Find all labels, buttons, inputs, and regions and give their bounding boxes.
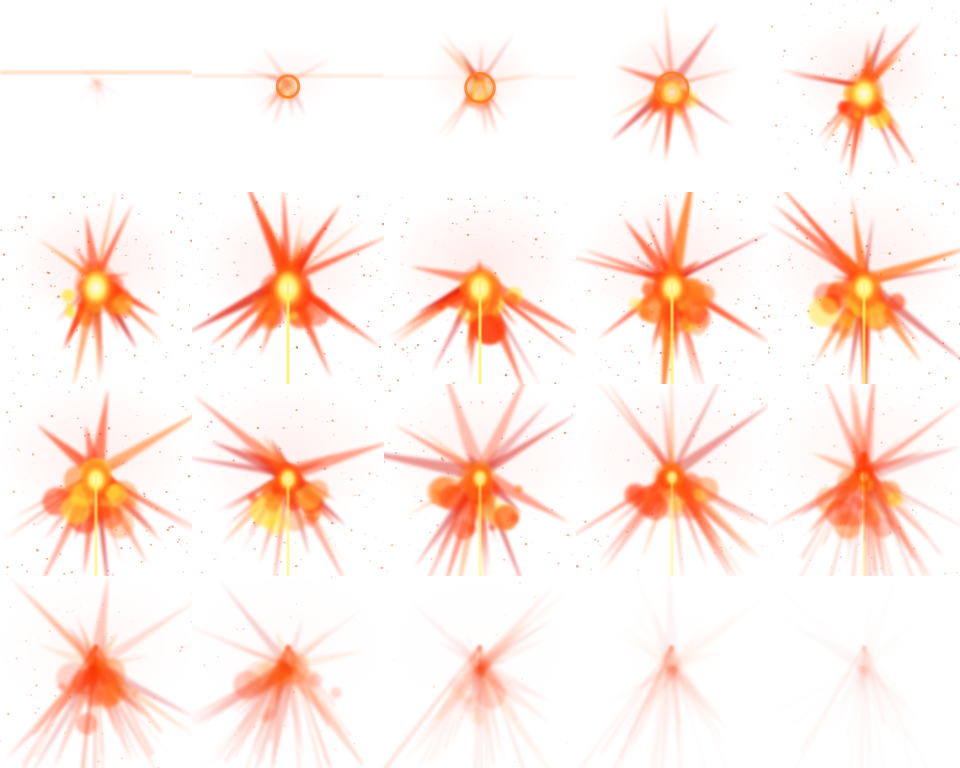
explosion-frame-07 (192, 192, 384, 384)
explosion-frame-07-graphic (192, 192, 384, 384)
explosion-frame-16 (0, 576, 192, 768)
explosion-frame-10 (768, 192, 960, 384)
explosion-frame-03 (384, 0, 576, 192)
explosion-frame-02 (192, 0, 384, 192)
explosion-frame-09 (576, 192, 768, 384)
explosion-frame-14-graphic (576, 384, 768, 576)
explosion-frame-11 (0, 384, 192, 576)
explosion-frame-12-graphic (192, 384, 384, 576)
explosion-frame-02-graphic (192, 43, 384, 127)
explosion-frame-18-graphic (384, 576, 576, 768)
explosion-frame-13 (384, 384, 576, 576)
explosion-frame-17-graphic (192, 576, 384, 768)
explosion-frame-15 (768, 384, 960, 576)
explosion-frame-08 (384, 192, 576, 384)
explosion-frame-18 (384, 576, 576, 768)
explosion-frame-01-graphic (0, 55, 192, 112)
explosion-frame-05-graphic (771, 0, 959, 191)
explosion-frame-12 (192, 384, 384, 576)
explosion-frame-16-graphic (0, 576, 192, 768)
explosion-frame-15-graphic (768, 384, 960, 576)
explosion-frame-17 (192, 576, 384, 768)
explosion-frame-10-graphic (768, 192, 960, 384)
explosion-frame-06 (0, 192, 192, 384)
explosion-frame-05 (768, 0, 960, 192)
explosion-frame-20-graphic (794, 645, 928, 768)
explosion-frame-08-graphic (384, 194, 576, 384)
explosion-frame-13-graphic (384, 384, 576, 576)
explosion-frame-14 (576, 384, 768, 576)
explosion-frame-01 (0, 0, 192, 192)
explosion-frame-20 (768, 576, 960, 768)
explosion-frame-04-graphic (607, 3, 742, 164)
explosion-frame-09-graphic (576, 192, 768, 384)
explosion-frame-11-graphic (0, 384, 192, 576)
explosion-frame-04 (576, 0, 768, 192)
explosion-frame-06-graphic (0, 192, 192, 384)
explosion-frame-19-graphic (579, 588, 729, 768)
explosion-frame-03-graphic (384, 30, 576, 139)
explosion-frame-19 (576, 576, 768, 768)
